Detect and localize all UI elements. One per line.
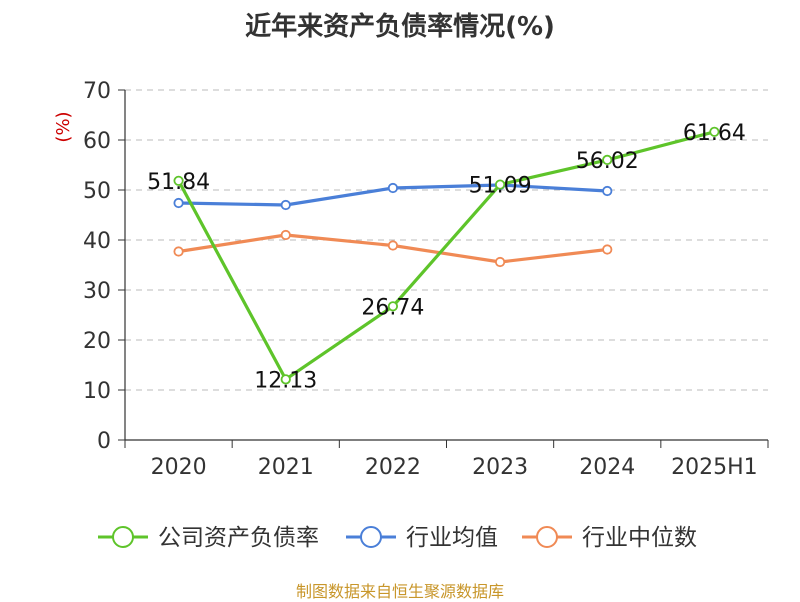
legend-label: 行业均值 (406, 525, 498, 551)
y-tick-label: 60 (83, 129, 111, 154)
data-point[interactable] (387, 301, 399, 312)
y-tick-label: 50 (83, 179, 111, 204)
data-point[interactable] (173, 175, 184, 186)
data-point[interactable] (602, 185, 613, 197)
data-point[interactable] (387, 182, 399, 194)
legend-label: 行业中位数 (582, 525, 697, 551)
x-tick-label: 2024 (579, 455, 635, 480)
series-line (176, 130, 717, 381)
data-point[interactable] (709, 126, 720, 137)
legend-item[interactable]: 行业中位数 (522, 525, 697, 551)
data-label: 26.74 (361, 295, 424, 320)
data-label: 51.84 (147, 170, 210, 195)
series-layer (173, 126, 720, 385)
data-point[interactable] (173, 246, 184, 257)
data-point[interactable] (387, 240, 399, 251)
x-tick-label: 2025H1 (671, 455, 758, 480)
source-note: 制图数据来自恒生聚源数据库 (295, 582, 504, 601)
y-tick-label: 40 (83, 229, 111, 254)
legend-swatch-marker (536, 526, 558, 548)
data-point[interactable] (280, 199, 291, 211)
data-point[interactable] (280, 229, 291, 241)
data-label: 61.64 (683, 121, 746, 146)
legend-swatch-marker (360, 526, 382, 548)
x-tick-label: 2021 (258, 455, 314, 480)
data-point[interactable] (494, 179, 506, 190)
data-point[interactable] (280, 374, 291, 385)
grid-layer (125, 89, 768, 391)
data-point[interactable] (494, 256, 506, 268)
x-tick-label: 2022 (365, 455, 421, 480)
y-tick-label: 70 (83, 79, 111, 104)
y-tick-label: 10 (83, 379, 111, 404)
x-tick-label: 2023 (472, 455, 528, 480)
legend-item[interactable]: 行业均值 (346, 525, 498, 551)
y-axis-unit-label: (%) (53, 111, 74, 142)
chart-title: 近年来资产负债率情况(%) (245, 12, 555, 42)
label-layer: 51.84 12.13 26.74 51.09 56.02 61.64 (147, 121, 746, 394)
data-label: 56.02 (576, 149, 639, 174)
y-tick-label: 0 (97, 429, 111, 454)
legend-swatch-marker (112, 526, 134, 548)
data-label: 12.13 (254, 368, 317, 393)
data-point[interactable] (602, 154, 613, 165)
legend-item[interactable]: 公司资产负债率 (98, 525, 319, 551)
data-point[interactable] (602, 244, 613, 255)
y-tick-label: 30 (83, 279, 111, 304)
data-point[interactable] (173, 197, 184, 209)
x-tick-label: 2020 (151, 455, 207, 480)
legend-label: 公司资产负债率 (158, 525, 319, 551)
legend[interactable]: 公司资产负债率 行业均值 行业中位数 (98, 525, 697, 551)
data-label: 51.09 (469, 174, 532, 199)
y-tick-label: 20 (83, 329, 111, 354)
axis-layer: 0 10 20 30 40 50 60 70 2020 2021 2022 2023 2024 2025H… (53, 79, 769, 480)
